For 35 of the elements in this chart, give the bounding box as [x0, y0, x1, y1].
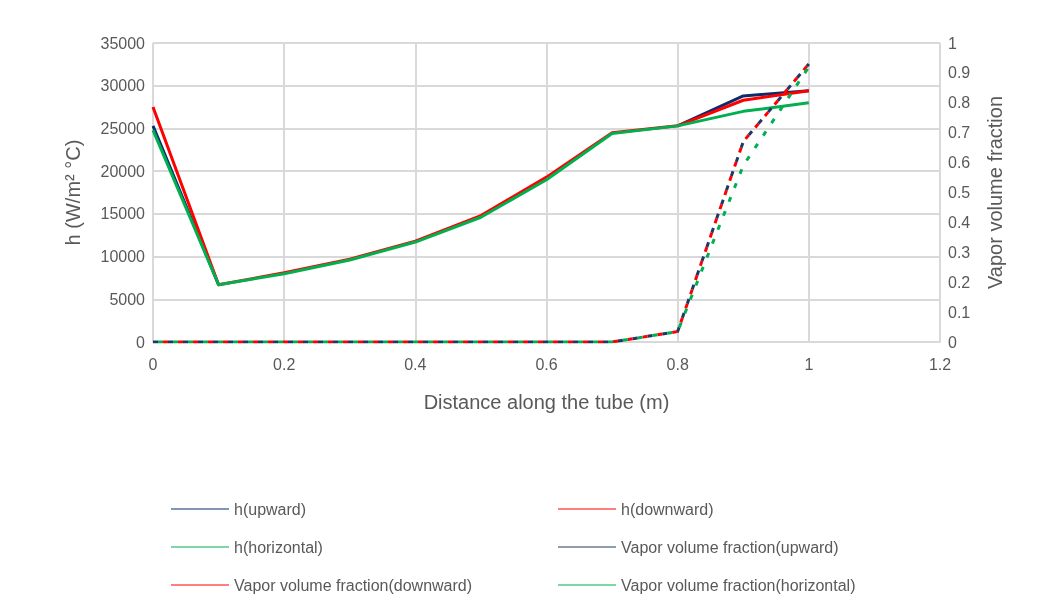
- y-tick-label: 20000: [100, 162, 146, 180]
- y2-tick-label: 0.5: [948, 184, 971, 201]
- legend-label: h(downward): [621, 500, 714, 518]
- y-tick-label: 0: [136, 333, 146, 351]
- x-tick-label: 0.6: [535, 355, 558, 373]
- y-tick-label: 30000: [100, 77, 146, 95]
- x-tick-label: 0.2: [273, 355, 296, 373]
- x-tick-label: 1: [804, 355, 814, 373]
- x-tick-label: 0.4: [404, 355, 427, 373]
- legend-label: h(upward): [234, 500, 307, 518]
- legend-label: Vapor volume fraction(upward): [621, 538, 839, 556]
- y2-tick-label: 0.2: [948, 273, 971, 291]
- x-tick-label: 1.2: [928, 355, 952, 373]
- y2-tick-label: 0.9: [948, 64, 971, 82]
- legend-label: Vapor volume fraction(horizontal): [621, 576, 856, 594]
- y2-tick-label: 1: [948, 34, 957, 52]
- y-tick-label: 5000: [109, 290, 146, 308]
- y2-axis-title: Vapor volume fraction: [984, 95, 1006, 290]
- y2-tick-label: 0.1: [948, 303, 971, 321]
- legend-label: Vapor volume fraction(downward): [234, 576, 473, 594]
- y2-tick-label: 0.4: [948, 213, 971, 231]
- y2-tick-label: 0.7: [948, 124, 971, 142]
- y-tick-label: 10000: [100, 248, 146, 266]
- x-axis-title: Distance along the tube (m): [423, 391, 670, 413]
- x-tick-label: 0.8: [666, 355, 689, 373]
- y2-tick-label: 0.8: [948, 94, 971, 112]
- y-tick-label: 15000: [100, 205, 146, 223]
- y-axis-title: h (W/m² °C): [62, 139, 84, 246]
- y-tick-label: 35000: [100, 34, 146, 52]
- y-tick-label: 25000: [100, 119, 146, 137]
- y2-tick-label: 0: [948, 333, 957, 351]
- y2-tick-label: 0.6: [948, 154, 971, 172]
- legend-label: h(horizontal): [234, 538, 323, 556]
- x-tick-label: 0: [148, 355, 158, 373]
- y2-tick-label: 0.3: [948, 243, 971, 261]
